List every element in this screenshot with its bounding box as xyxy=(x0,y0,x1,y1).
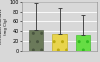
Bar xyxy=(52,34,66,51)
Y-axis label: Microbial biomass
(mg C/g): Microbial biomass (mg C/g) xyxy=(0,9,8,44)
Bar xyxy=(29,30,43,51)
Bar xyxy=(76,35,90,51)
